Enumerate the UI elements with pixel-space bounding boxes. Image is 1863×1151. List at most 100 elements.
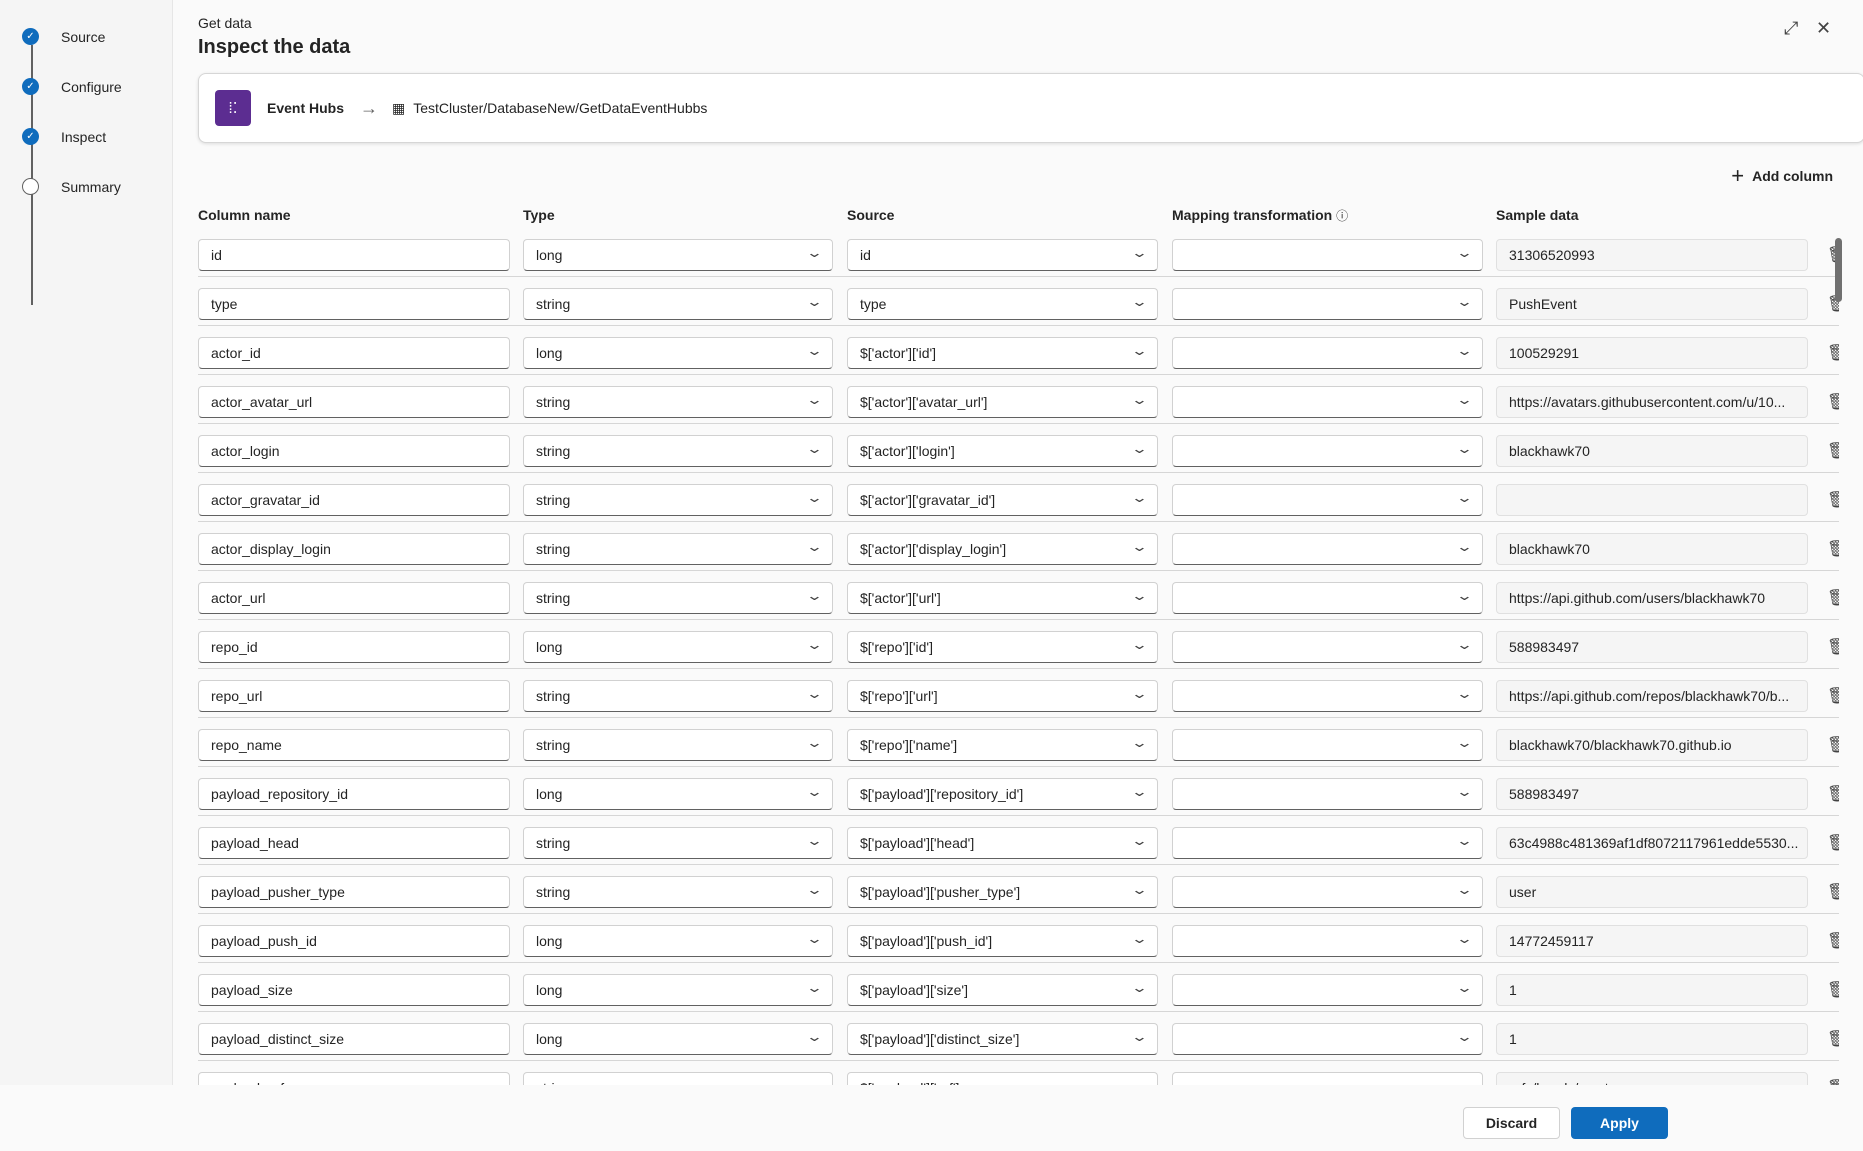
name-input[interactable]: actor_url: [198, 582, 510, 614]
delete-row-icon[interactable]: 🗑︎: [1827, 590, 1839, 607]
mapping-dropdown[interactable]: ⌄: [1172, 484, 1483, 516]
type-dropdown[interactable]: long ⌄: [523, 974, 833, 1006]
add-column-button[interactable]: + Add column: [1731, 163, 1833, 189]
name-input[interactable]: actor_avatar_url: [198, 386, 510, 418]
mapping-dropdown[interactable]: ⌄: [1172, 1023, 1483, 1055]
name-input[interactable]: payload_push_id: [198, 925, 510, 957]
source-dropdown[interactable]: type ⌄: [847, 288, 1158, 320]
mapping-dropdown[interactable]: ⌄: [1172, 582, 1483, 614]
source-dropdown[interactable]: $['payload']['size'] ⌄: [847, 974, 1158, 1006]
mapping-dropdown[interactable]: ⌄: [1172, 533, 1483, 565]
mapping-dropdown[interactable]: ⌄: [1172, 925, 1483, 957]
name-input[interactable]: repo_name: [198, 729, 510, 761]
delete-row-icon[interactable]: 🗑︎: [1827, 933, 1839, 950]
source-dropdown[interactable]: $['actor']['gravatar_id'] ⌄: [847, 484, 1158, 516]
name-input[interactable]: actor_id: [198, 337, 510, 369]
source-dropdown[interactable]: $['payload']['pusher_type'] ⌄: [847, 876, 1158, 908]
type-dropdown[interactable]: long ⌄: [523, 778, 833, 810]
source-dropdown[interactable]: $['actor']['display_login'] ⌄: [847, 533, 1158, 565]
type-dropdown[interactable]: string ⌄: [523, 1072, 833, 1085]
name-input[interactable]: type: [198, 288, 510, 320]
source-dropdown[interactable]: $['payload']['push_id'] ⌄: [847, 925, 1158, 957]
source-dropdown[interactable]: $['repo']['id'] ⌄: [847, 631, 1158, 663]
mapping-dropdown[interactable]: ⌄: [1172, 876, 1483, 908]
delete-row-icon[interactable]: 🗑︎: [1827, 443, 1839, 460]
name-input[interactable]: actor_login: [198, 435, 510, 467]
step-inspect[interactable]: ✓ Inspect: [22, 128, 106, 145]
close-icon[interactable]: ✕: [1816, 18, 1832, 38]
mapping-dropdown[interactable]: ⌄: [1172, 631, 1483, 663]
delete-row-icon[interactable]: 🗑︎: [1827, 1031, 1839, 1048]
type-dropdown[interactable]: string ⌄: [523, 876, 833, 908]
delete-row-icon[interactable]: 🗑︎: [1827, 982, 1839, 999]
type-dropdown[interactable]: string ⌄: [523, 680, 833, 712]
source-dropdown[interactable]: id ⌄: [847, 239, 1158, 271]
mapping-dropdown[interactable]: ⌄: [1172, 974, 1483, 1006]
delete-row-icon[interactable]: 🗑︎: [1827, 737, 1839, 754]
source-dropdown[interactable]: $['payload']['head'] ⌄: [847, 827, 1158, 859]
source-dropdown[interactable]: $['actor']['avatar_url'] ⌄: [847, 386, 1158, 418]
source-dropdown[interactable]: $['actor']['login'] ⌄: [847, 435, 1158, 467]
type-dropdown[interactable]: long ⌄: [523, 925, 833, 957]
source-dropdown[interactable]: $['actor']['url'] ⌄: [847, 582, 1158, 614]
mapping-dropdown[interactable]: ⌄: [1172, 239, 1483, 271]
name-input[interactable]: actor_display_login: [198, 533, 510, 565]
name-input[interactable]: id: [198, 239, 510, 271]
name-input[interactable]: actor_gravatar_id: [198, 484, 510, 516]
name-input[interactable]: repo_url: [198, 680, 510, 712]
mapping-dropdown[interactable]: ⌄: [1172, 386, 1483, 418]
delete-row-icon[interactable]: 🗑︎: [1827, 1078, 1839, 1085]
source-dropdown[interactable]: $['payload']['repository_id'] ⌄: [847, 778, 1158, 810]
step-summary[interactable]: Summary: [22, 178, 121, 195]
delete-row-icon[interactable]: 🗑︎: [1827, 835, 1839, 852]
name-input[interactable]: payload_distinct_size: [198, 1023, 510, 1055]
mapping-dropdown[interactable]: ⌄: [1172, 288, 1483, 320]
type-dropdown[interactable]: string ⌄: [523, 288, 833, 320]
type-dropdown[interactable]: string ⌄: [523, 533, 833, 565]
name-input[interactable]: payload_pusher_type: [198, 876, 510, 908]
delete-row-icon[interactable]: 🗑︎: [1827, 394, 1839, 411]
delete-row-icon[interactable]: 🗑︎: [1827, 884, 1839, 901]
delete-row-icon[interactable]: 🗑︎: [1827, 786, 1839, 803]
type-dropdown[interactable]: string ⌄: [523, 582, 833, 614]
source-dropdown[interactable]: $['payload']['distinct_size'] ⌄: [847, 1023, 1158, 1055]
type-dropdown[interactable]: long ⌄: [523, 337, 833, 369]
info-icon[interactable]: ⓘ: [1336, 209, 1349, 223]
name-input[interactable]: repo_id: [198, 631, 510, 663]
type-dropdown[interactable]: long ⌄: [523, 631, 833, 663]
delete-row-icon[interactable]: 🗑︎: [1827, 688, 1839, 705]
step-configure[interactable]: ✓ Configure: [22, 78, 122, 95]
delete-row-icon[interactable]: 🗑︎: [1827, 541, 1839, 558]
name-input[interactable]: payload_size: [198, 974, 510, 1006]
mapping-dropdown[interactable]: ⌄: [1172, 778, 1483, 810]
source-dropdown[interactable]: $['actor']['id'] ⌄: [847, 337, 1158, 369]
scrollbar[interactable]: [1835, 238, 1842, 302]
mapping-dropdown[interactable]: ⌄: [1172, 435, 1483, 467]
type-dropdown[interactable]: string ⌄: [523, 435, 833, 467]
name-input[interactable]: payload_head: [198, 827, 510, 859]
mapping-dropdown[interactable]: ⌄: [1172, 337, 1483, 369]
type-dropdown[interactable]: long ⌄: [523, 1023, 833, 1055]
name-input[interactable]: payload_repository_id: [198, 778, 510, 810]
delete-row-icon[interactable]: 🗑︎: [1827, 639, 1839, 656]
type-dropdown[interactable]: long ⌄: [523, 239, 833, 271]
mapping-dropdown[interactable]: ⌄: [1172, 827, 1483, 859]
source-dropdown[interactable]: $['repo']['name'] ⌄: [847, 729, 1158, 761]
delete-row-icon[interactable]: 🗑︎: [1827, 345, 1839, 362]
expand-icon[interactable]: ⤢: [1784, 18, 1799, 38]
source-dropdown[interactable]: $['repo']['url'] ⌄: [847, 680, 1158, 712]
delete-row-icon[interactable]: 🗑︎: [1827, 492, 1839, 509]
apply-button[interactable]: Apply: [1571, 1107, 1668, 1139]
step-source[interactable]: ✓ Source: [22, 28, 105, 45]
name-input[interactable]: payload_ref: [198, 1072, 510, 1085]
mapping-dropdown[interactable]: ⌄: [1172, 680, 1483, 712]
type-dropdown[interactable]: string ⌄: [523, 729, 833, 761]
type-dropdown[interactable]: string ⌄: [523, 484, 833, 516]
mapping-dropdown[interactable]: ⌄: [1172, 729, 1483, 761]
type-dropdown[interactable]: string ⌄: [523, 827, 833, 859]
mapping-dropdown[interactable]: ⌄: [1172, 1072, 1483, 1085]
discard-button[interactable]: Discard: [1463, 1107, 1560, 1139]
type-dropdown[interactable]: string ⌄: [523, 386, 833, 418]
source-value: $['payload']['head']: [860, 835, 975, 851]
source-dropdown[interactable]: $['payload']['ref'] ⌄: [847, 1072, 1158, 1085]
